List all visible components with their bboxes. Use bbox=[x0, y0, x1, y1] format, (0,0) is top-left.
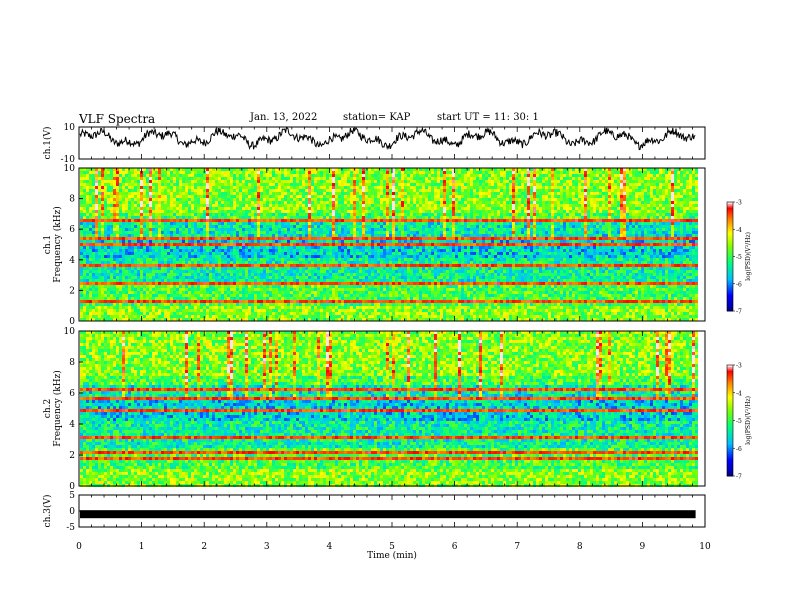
ch2-spectrogram-colorbar-tick-label: -6 bbox=[736, 446, 742, 453]
ch1-spectrogram-ytick-label: 2 bbox=[69, 286, 75, 296]
ch2-spectrogram-ytick-label: 8 bbox=[69, 358, 75, 368]
ch2-spectrogram-colorbar-tick-label: -4 bbox=[736, 390, 742, 397]
x-tick-label: 1 bbox=[139, 542, 145, 552]
ch3-waveform-trace bbox=[80, 510, 696, 518]
ch1-spectrogram-colorbar-label: log(PSD)(V²/Hz) bbox=[745, 232, 752, 281]
ch2-spectrogram-ylabel: ch.2 bbox=[43, 399, 53, 418]
ch1-spectrogram-colorbar-tick-label: -5 bbox=[736, 254, 742, 261]
vlf-spectra-figure: 10-10ch.1(V)0246810ch.1 Frequency (kHz)-3… bbox=[0, 0, 792, 612]
x-tick-label: 8 bbox=[577, 542, 583, 552]
ch1-spectrogram-colorbar-tick-label: -4 bbox=[736, 227, 742, 234]
ch2-spectrogram-colorbar-tick-label: -7 bbox=[736, 474, 742, 481]
x-tick-label: 2 bbox=[201, 542, 207, 552]
x-tick-label: 0 bbox=[76, 542, 82, 552]
ch1-spectrogram-panel bbox=[79, 168, 705, 321]
ch3-waveform-ytick-label: -5 bbox=[66, 523, 75, 533]
x-tick-label: 6 bbox=[452, 542, 458, 552]
ch2-spectrogram-ytick-label: 10 bbox=[64, 327, 76, 337]
ch2-spectrogram-colorbar-label: log(PSD)(V²/Hz) bbox=[745, 396, 752, 445]
ch2-spectrogram-ytick-label: 2 bbox=[69, 451, 75, 461]
ch2-spectrogram-ytick-label: 6 bbox=[69, 389, 75, 399]
x-tick-label: 7 bbox=[514, 542, 520, 552]
ch1-spectrogram-ylabel: Frequency (kHz) bbox=[52, 206, 63, 283]
ch1-spectrogram-colorbar-tick-label: -6 bbox=[736, 281, 742, 288]
ch3-waveform-ylabel: ch.3(V) bbox=[42, 495, 53, 528]
ch1-spectrogram-ytick-label: 10 bbox=[64, 164, 76, 174]
ch1-spectrogram-ytick-label: 6 bbox=[69, 225, 75, 235]
ch1-waveform-panel bbox=[79, 127, 705, 159]
ch1-spectrogram-ytick-label: 4 bbox=[69, 256, 75, 266]
ch1-spectrogram-ytick-label: 8 bbox=[69, 195, 75, 205]
ch1-spectrogram-ylabel: ch.1 bbox=[43, 235, 53, 254]
x-tick-label: 9 bbox=[640, 542, 646, 552]
ch1-spectrogram-colorbar bbox=[727, 202, 735, 312]
ch2-spectrogram-panel bbox=[79, 331, 705, 487]
ch3-waveform-ytick-label: 0 bbox=[69, 507, 75, 517]
ch2-spectrogram-colorbar-tick-label: -5 bbox=[736, 418, 742, 425]
ch1-waveform-ytick-label: 10 bbox=[64, 123, 76, 133]
x-tick-label: 10 bbox=[699, 542, 711, 552]
ch1-spectrogram-colorbar-tick-label: -7 bbox=[736, 309, 742, 316]
ch3-waveform-ytick-label: 5 bbox=[69, 491, 75, 501]
ch1-waveform-ylabel: ch.1(V) bbox=[42, 127, 53, 160]
ch2-spectrogram-ylabel: Frequency (kHz) bbox=[52, 370, 63, 447]
ch3-waveform-panel bbox=[79, 495, 705, 527]
x-tick-label: 3 bbox=[264, 542, 270, 552]
ch2-spectrogram-colorbar-tick-label: -3 bbox=[736, 363, 742, 370]
x-tick-label: 4 bbox=[327, 542, 333, 552]
ch1-spectrogram-ytick-label: 0 bbox=[69, 317, 75, 327]
x-axis-label: Time (min) bbox=[367, 550, 417, 561]
ch2-spectrogram-ytick-label: 4 bbox=[69, 420, 75, 430]
ch2-spectrogram-colorbar bbox=[727, 365, 735, 477]
ch1-spectrogram-colorbar-tick-label: -3 bbox=[736, 200, 742, 207]
